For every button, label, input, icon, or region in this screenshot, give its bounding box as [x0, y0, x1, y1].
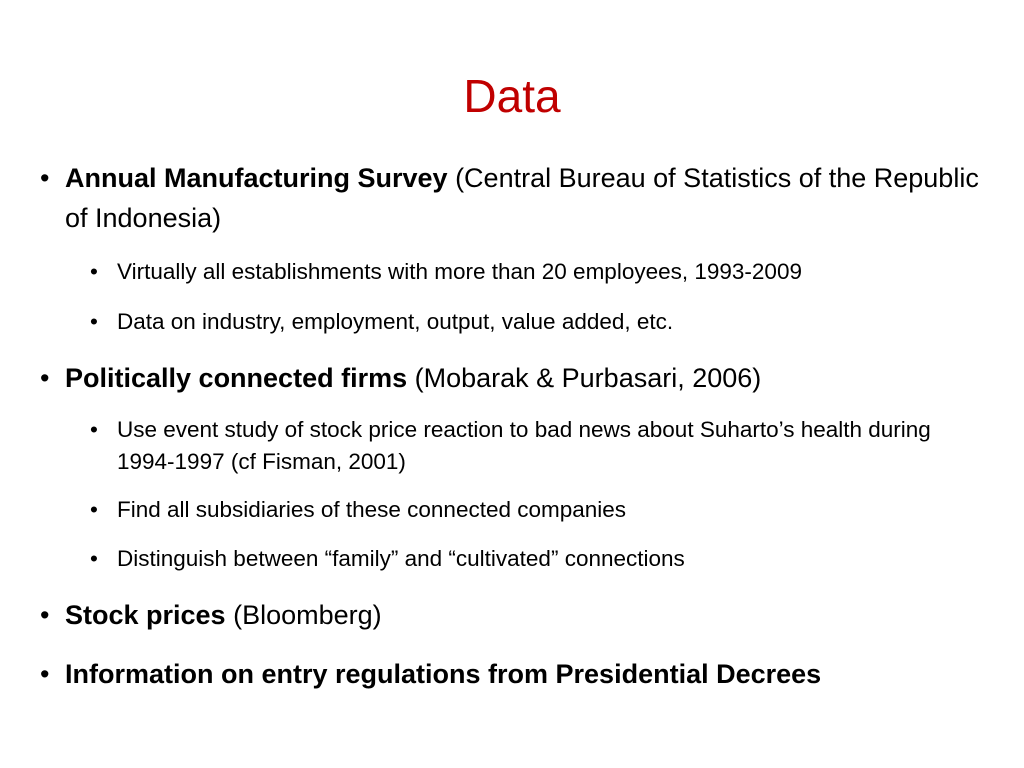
bullet-item-stock-prices: • Stock prices (Bloomberg)	[40, 595, 985, 635]
bullet-item-entry-regulations: • Information on entry regulations from …	[40, 654, 985, 694]
sub-bullet-text: Find all subsidiaries of these connected…	[117, 497, 627, 522]
bullet-icon: •	[90, 259, 98, 284]
bullet-heading: Information on entry regulations from Pr…	[65, 659, 822, 689]
bullet-icon: •	[90, 546, 98, 571]
bullet-icon: •	[90, 417, 98, 442]
sub-bullet-item: • Data on industry, employment, output, …	[90, 306, 992, 338]
slide-title: Data	[463, 70, 561, 122]
bullet-heading: Politically connected firms	[65, 363, 408, 393]
sub-bullet-text: Distinguish between “family” and “cultiv…	[117, 546, 685, 571]
bullet-heading: Annual Manufacturing Survey	[65, 163, 448, 193]
bullet-text: (Bloomberg)	[225, 600, 382, 630]
bullet-item-annual-manufacturing-survey: • Annual Manufacturing Survey (Central B…	[40, 158, 985, 238]
sub-bullet-text: Virtually all establishments with more t…	[117, 259, 802, 284]
bullet-icon: •	[40, 659, 50, 689]
bullet-icon: •	[90, 309, 98, 334]
sub-bullet-item: • Use event study of stock price reactio…	[90, 414, 992, 478]
bullet-text: (Mobarak & Purbasari, 2006)	[407, 363, 762, 393]
sub-bullet-item: • Distinguish between “family” and “cult…	[90, 543, 992, 575]
sub-bullet-text: Use event study of stock price reaction …	[117, 417, 931, 474]
bullet-text: (Central Bureau of Statistics of the Rep…	[65, 163, 979, 233]
bullet-heading: Stock prices	[65, 600, 226, 630]
bullet-icon: •	[90, 497, 98, 522]
bullet-icon: •	[40, 363, 50, 393]
bullet-icon: •	[40, 600, 50, 630]
bullet-icon: •	[40, 163, 50, 193]
sub-bullet-item: • Find all subsidiaries of these connect…	[90, 494, 992, 526]
bullet-item-politically-connected-firms: • Politically connected firms (Mobarak &…	[40, 358, 985, 398]
sub-bullet-item: • Virtually all establishments with more…	[90, 256, 992, 288]
sub-bullet-text: Data on industry, employment, output, va…	[117, 309, 674, 334]
